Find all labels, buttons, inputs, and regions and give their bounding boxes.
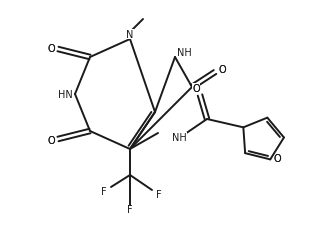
Text: O: O (274, 154, 281, 164)
Text: F: F (101, 186, 107, 196)
Text: O: O (192, 84, 200, 94)
Text: O: O (47, 135, 55, 145)
Text: O: O (218, 65, 226, 75)
Text: HN: HN (58, 90, 73, 100)
Text: O: O (192, 84, 200, 94)
Text: O: O (274, 154, 281, 164)
Text: NH: NH (177, 48, 192, 58)
Text: O: O (47, 44, 55, 54)
Text: O: O (47, 44, 55, 54)
Text: O: O (218, 65, 226, 75)
Text: N: N (126, 30, 134, 40)
Text: HN: HN (58, 90, 73, 100)
Text: NH: NH (172, 132, 187, 142)
Text: NH: NH (172, 132, 187, 142)
Text: F: F (127, 204, 133, 214)
Text: F: F (156, 189, 162, 199)
Text: N: N (126, 30, 134, 40)
Text: NH: NH (177, 48, 192, 58)
Text: O: O (47, 135, 55, 145)
